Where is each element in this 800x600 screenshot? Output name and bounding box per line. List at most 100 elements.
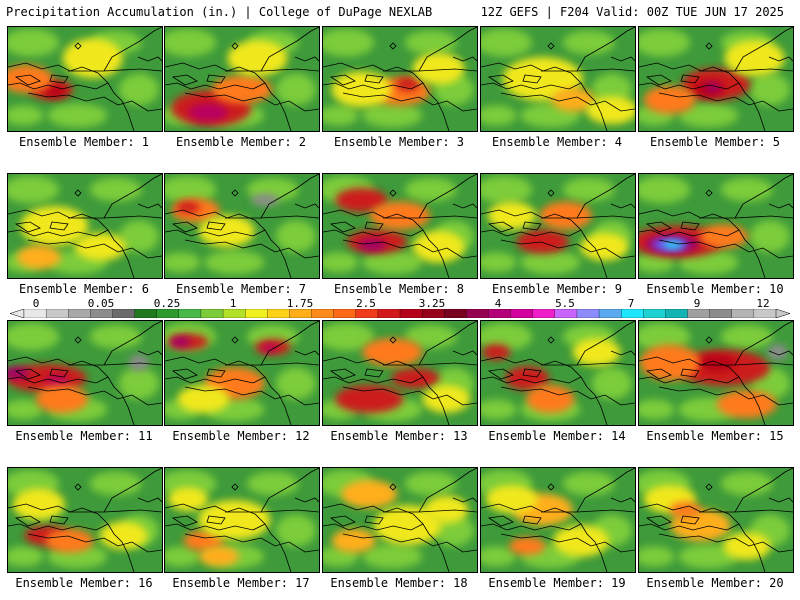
precip-region (323, 322, 375, 351)
precip-region (395, 77, 420, 92)
coastline-border (452, 350, 477, 356)
coastline-border (103, 27, 162, 72)
precip-region (8, 546, 44, 567)
location-marker (389, 483, 397, 491)
coastline-border (264, 523, 292, 572)
precip-region (275, 73, 316, 106)
coastline-border (576, 27, 635, 72)
coastline-border (422, 523, 450, 572)
coastline-border (68, 509, 162, 513)
coastline-border (645, 515, 672, 527)
coastline-border (49, 368, 69, 378)
precip-region (639, 399, 675, 420)
precip-region (404, 177, 457, 202)
precip-region (482, 344, 511, 361)
colorbar-segment (753, 309, 777, 318)
precip-field (8, 27, 162, 131)
location-marker (74, 189, 82, 197)
coastline-border (329, 74, 356, 86)
precip-region (275, 367, 316, 400)
precip-region (639, 252, 675, 273)
ensemble-map-18 (322, 467, 478, 573)
coastline-border (206, 221, 226, 231)
coastline-border (342, 239, 477, 259)
precip-region (341, 480, 398, 508)
precip-region (362, 544, 423, 569)
coastline-border (171, 368, 198, 380)
precip-region (424, 495, 469, 524)
precip-region (118, 367, 159, 400)
coastline-border (260, 468, 319, 513)
coastline-border (680, 515, 700, 525)
colorbar-segment (311, 309, 335, 318)
precip-region (696, 354, 736, 371)
coastline-border (452, 203, 477, 209)
ensemble-member-caption: Ensemble Member: 5 (649, 135, 781, 149)
colorbar-segment (222, 309, 246, 318)
coastline-border (225, 362, 319, 366)
colorbar-tick-label: 5.5 (555, 297, 575, 310)
coastline-border (27, 239, 162, 259)
coastline-border (418, 468, 477, 513)
location-marker (547, 336, 555, 344)
ensemble-member-caption: Ensemble Member: 15 (646, 429, 784, 443)
location-marker (705, 189, 713, 197)
coastline-border (768, 56, 793, 62)
precip-region (188, 103, 229, 122)
ensemble-map-17 (164, 467, 320, 573)
colorbar-segment (90, 309, 113, 318)
precip-region (128, 354, 149, 371)
coastline-border (610, 350, 635, 356)
precip-region (481, 28, 533, 57)
precip-region (639, 344, 700, 381)
coastline-border (500, 239, 635, 259)
coastline-border (645, 221, 672, 233)
precip-region (8, 175, 60, 204)
precip-region (227, 40, 288, 77)
coastline-border (171, 74, 198, 86)
colorbar-segment (200, 309, 224, 318)
coastline-border (580, 82, 608, 131)
precip-region (370, 201, 430, 230)
ensemble-map-5 (638, 26, 794, 132)
coastline-border (658, 92, 793, 112)
precip-region (404, 471, 457, 496)
coastline-border (580, 229, 608, 278)
coastline-border (184, 239, 319, 259)
ensemble-map-4 (480, 26, 636, 132)
precip-region (481, 322, 533, 351)
precip-field (165, 321, 319, 425)
precip-region (89, 471, 142, 496)
coastline-border (680, 221, 700, 231)
coastline-border (522, 221, 542, 231)
coastline-border (383, 509, 477, 513)
precip-region (767, 344, 788, 361)
precip-region (639, 546, 675, 567)
coastline-border (27, 386, 162, 406)
coastline-border (658, 239, 793, 259)
coastline-border (107, 523, 135, 572)
precip-region (198, 546, 239, 567)
precip-region (323, 28, 375, 57)
precip-field (323, 174, 477, 278)
precip-region (275, 220, 316, 253)
coastline-border (422, 229, 450, 278)
coastline-border (294, 350, 319, 356)
coastline-border (184, 386, 319, 406)
precip-region (716, 390, 777, 419)
ensemble-map-2 (164, 26, 320, 132)
precip-region (335, 188, 388, 212)
coastline-border (610, 56, 635, 62)
coastline-border (329, 515, 356, 527)
colorbar-tick-label: 1.75 (286, 297, 314, 310)
ensemble-member-caption: Ensemble Member: 10 (646, 282, 784, 296)
coastline-border (49, 221, 69, 231)
ensemble-member-caption: Ensemble Member: 19 (488, 576, 626, 590)
colorbar-tick-label: 7 (627, 297, 635, 310)
precip-region (562, 177, 615, 202)
precip-region (391, 368, 440, 389)
colorbar-segment (576, 309, 600, 318)
precip-field (639, 468, 793, 572)
colorbar-segment (245, 309, 268, 318)
colorbar-segment (68, 309, 91, 318)
